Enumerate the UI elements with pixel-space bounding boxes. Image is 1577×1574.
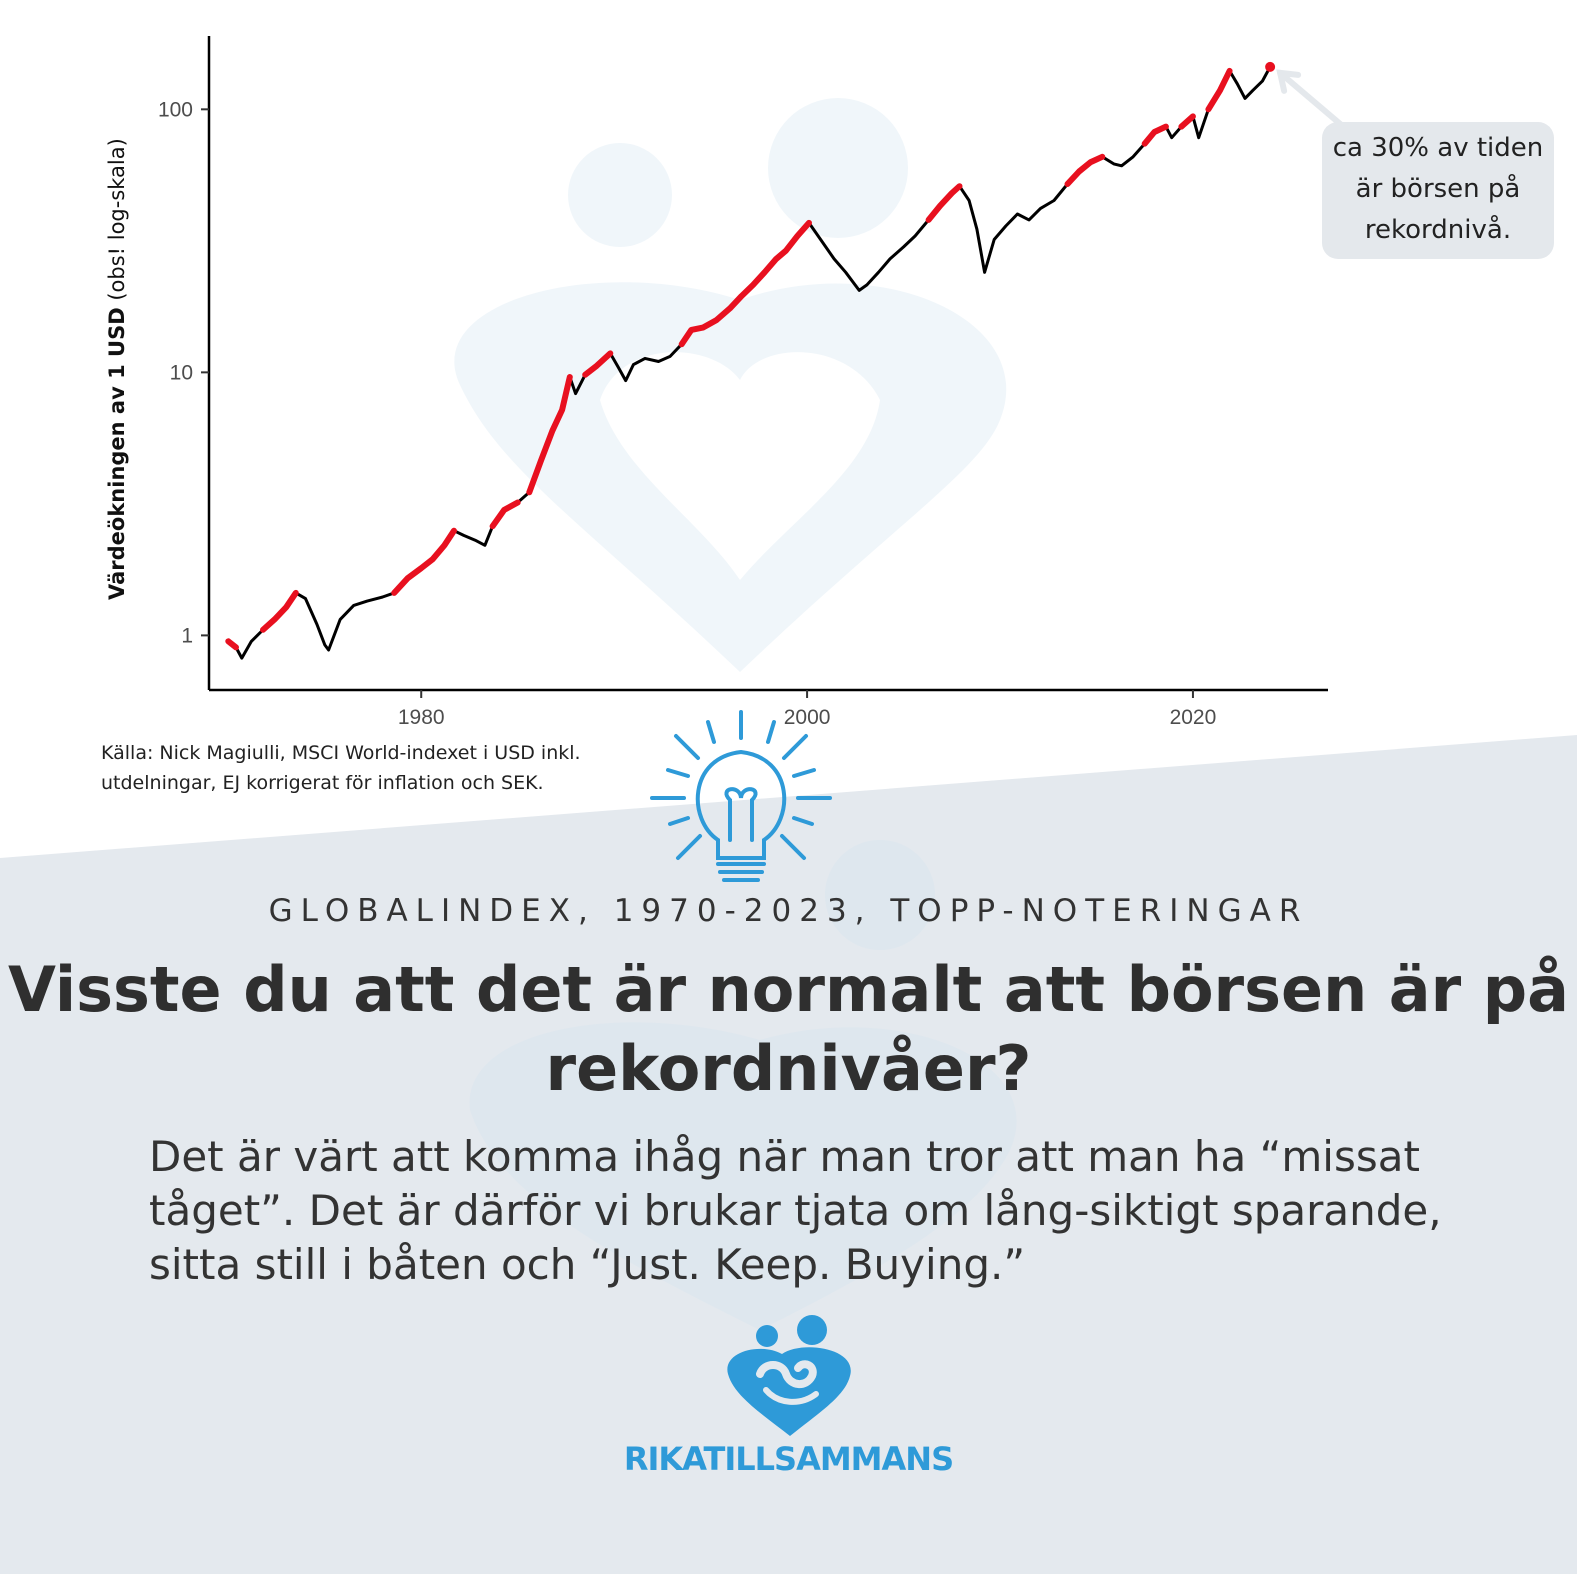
record-segment — [1141, 123, 1169, 147]
kicker-text: GLOBALINDEX, 1970-2023, TOPP-NOTERINGAR — [268, 893, 1309, 929]
record-segment — [1178, 113, 1196, 130]
record-segment — [526, 374, 573, 496]
record-segment — [678, 219, 812, 348]
record-segment — [260, 589, 299, 633]
record-highlights — [225, 61, 1276, 651]
record-segment — [225, 638, 239, 651]
series-line — [227, 66, 1272, 660]
watermark-logo-icon — [454, 98, 1007, 672]
record-segment — [489, 499, 521, 530]
index-line — [227, 66, 1272, 660]
headline: Visste du att det är normalt att börsen … — [7, 953, 1570, 1105]
logo-heart-icon — [727, 1315, 851, 1436]
body-text: Det är värt att komma ihåg när man tror … — [149, 1132, 1442, 1289]
record-point — [1265, 61, 1276, 72]
record-segment — [1205, 67, 1233, 113]
record-segment — [391, 527, 457, 596]
chart-axes: 1980 2000 2020 1 10 100 — [158, 36, 1328, 729]
brand-wordmark: RIKATILLSAMMANS — [623, 1440, 954, 1478]
line-chart: 1980 2000 2020 1 10 100 Värdeökningen av 1 US… — [105, 36, 1348, 729]
y-tick-label: 1 — [181, 624, 193, 647]
lightbulb-icon — [650, 710, 832, 882]
x-tick-label: 2000 — [784, 706, 831, 729]
callout-arrow — [1276, 69, 1348, 131]
y-tick-label: 10 — [170, 361, 193, 384]
watermark-logo-lower-icon — [469, 840, 1017, 1330]
x-tick-label: 2020 — [1170, 706, 1217, 729]
source-note: Källa: Nick Magiulli, MSCI World-indexet… — [101, 742, 581, 794]
record-segment — [1064, 153, 1106, 187]
svg-text:Värdeökningen av 1 USD (: Värdeökningen av 1 USD (obs! log-skala) — [105, 138, 129, 600]
record-segment — [582, 350, 614, 378]
y-tick-label: 100 — [158, 98, 193, 121]
record-segment — [925, 183, 963, 223]
arrow-shaft — [1277, 69, 1348, 131]
x-tick-label: 1980 — [398, 706, 445, 729]
arrow-head — [1276, 69, 1302, 94]
record-annotation: ca 30% av tiden är börsen på rekordnivå. — [1322, 122, 1554, 259]
y-axis-label: Värdeökningen av 1 USD (obs! log-skala) — [105, 138, 129, 600]
